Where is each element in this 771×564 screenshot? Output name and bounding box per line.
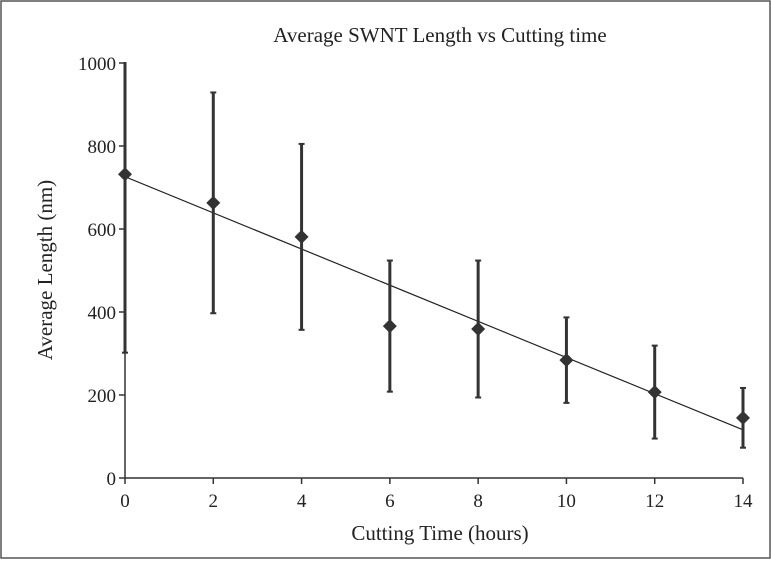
y-tick-label: 200 xyxy=(88,386,117,407)
x-tick-label: 12 xyxy=(645,491,664,512)
y-tick-label: 400 xyxy=(88,303,117,324)
x-tick-label: 8 xyxy=(473,491,483,512)
y-tick-label: 1000 xyxy=(78,54,116,75)
x-tick-label: 0 xyxy=(120,491,130,512)
y-axis-label: Average Length (nm) xyxy=(33,180,57,360)
marker xyxy=(382,319,397,334)
marker xyxy=(647,385,662,400)
y-tick-label: 600 xyxy=(88,220,117,241)
x-tick-label: 14 xyxy=(734,491,754,512)
y-tick-label: 0 xyxy=(107,469,117,490)
trendline xyxy=(124,176,744,431)
y-tick-label: 800 xyxy=(88,137,117,158)
x-axis-label: Cutting Time (hours) xyxy=(351,521,528,545)
series xyxy=(118,62,750,449)
marker xyxy=(118,167,132,182)
marker xyxy=(736,410,750,425)
marker xyxy=(206,195,221,210)
x-tick-label: 10 xyxy=(557,491,576,512)
marker xyxy=(294,229,309,244)
marker xyxy=(559,353,574,368)
x-tick-label: 4 xyxy=(297,491,307,512)
marker xyxy=(471,322,486,337)
x-tick-label: 6 xyxy=(385,491,395,512)
x-tick-label: 2 xyxy=(209,491,219,512)
chart-title: Average SWNT Length vs Cutting time xyxy=(273,23,606,47)
